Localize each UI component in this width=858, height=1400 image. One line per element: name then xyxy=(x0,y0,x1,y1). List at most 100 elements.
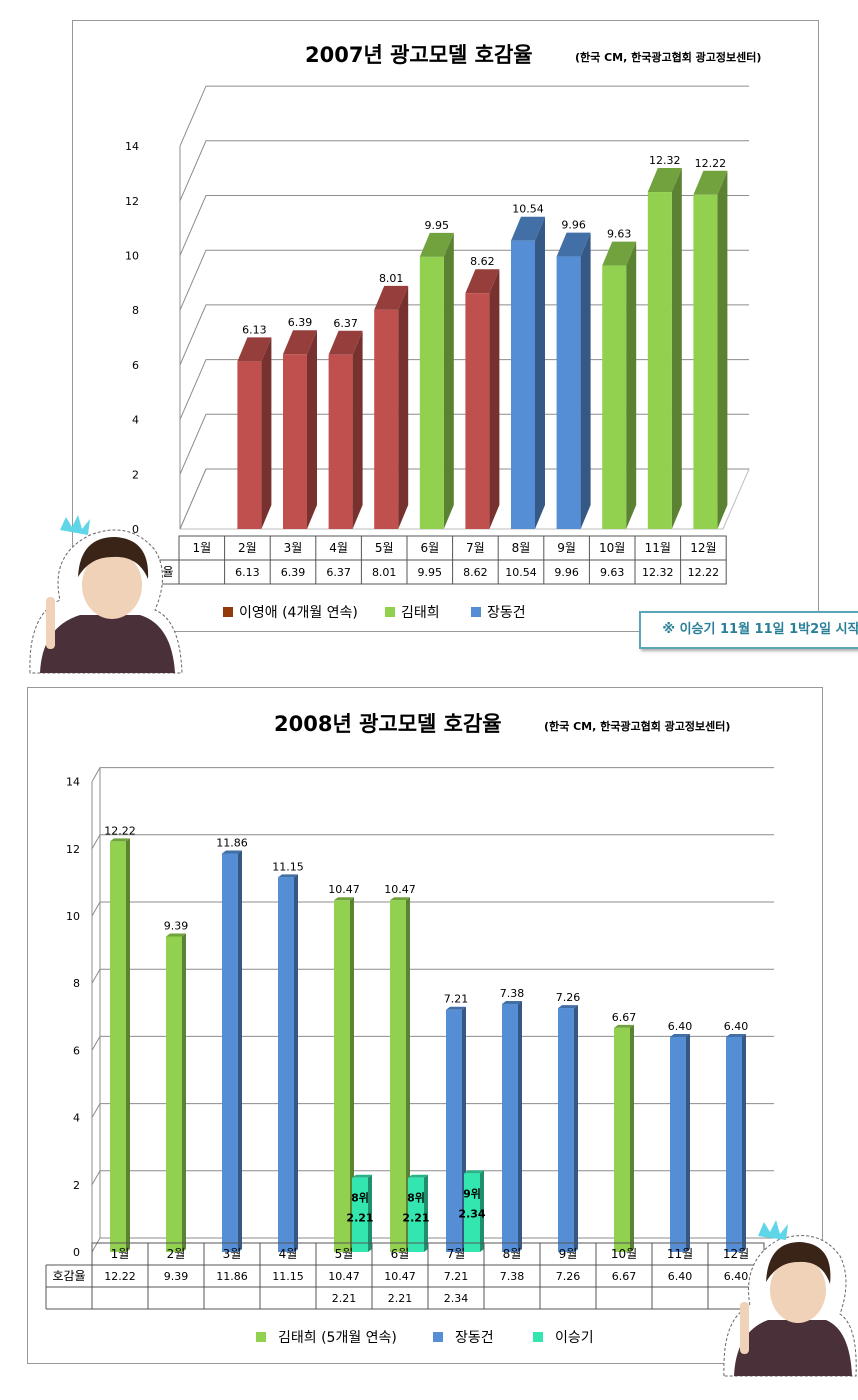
bar-front xyxy=(556,256,581,529)
chart-2008-svg: 0 2 4 6 8 10 12 14 12.22 9.39 11.86 11.15 10.47 10.47… xyxy=(45,767,774,1346)
y-tick-label: 8 xyxy=(132,304,139,317)
bar-front xyxy=(419,256,444,529)
table-value: 7.26 xyxy=(556,1270,581,1283)
gridline xyxy=(179,195,749,256)
bar xyxy=(166,933,186,1252)
data-label: 6.13 xyxy=(242,323,267,336)
rank-label: 8위 xyxy=(407,1192,425,1205)
bar-top xyxy=(446,1006,466,1010)
bar-top xyxy=(726,1033,746,1037)
bar-side xyxy=(182,933,186,1252)
data-label: 7.21 xyxy=(444,993,469,1006)
bar xyxy=(222,850,242,1252)
table-value: 10.47 xyxy=(328,1270,360,1283)
chart-2007-svg: 0 2 4 6 8 10 12 14 6.13 6.39 6.37 8.01 9.95 8.62 10.54… xyxy=(125,85,750,621)
legend-label: 장동건 xyxy=(455,1330,494,1346)
bar-top xyxy=(511,216,545,241)
legend-label: 장동건 xyxy=(487,605,526,621)
bar-front xyxy=(283,354,307,529)
data-label: 8.62 xyxy=(470,255,495,268)
legend-swatch xyxy=(223,607,233,617)
bar-side xyxy=(261,337,272,529)
legend-swatch xyxy=(256,1332,266,1342)
gridline xyxy=(91,968,774,984)
bar xyxy=(558,1005,578,1252)
bar-front xyxy=(390,900,406,1252)
bar-side xyxy=(294,874,298,1252)
bar-side xyxy=(352,330,363,529)
bar xyxy=(726,1033,746,1252)
bar xyxy=(602,241,637,529)
bar xyxy=(352,1174,372,1252)
gridline xyxy=(91,901,774,917)
x-tick-label: 12월 xyxy=(690,541,716,555)
chart-title: 2007년 광고모델 호감율 xyxy=(305,43,533,67)
table-value: 11.15 xyxy=(272,1270,304,1283)
bar-front xyxy=(502,1004,518,1252)
data-label: 10.54 xyxy=(512,203,544,216)
table-value: 9.39 xyxy=(164,1270,189,1283)
x-tick-label: 9월 xyxy=(559,1247,578,1261)
bar-side xyxy=(406,897,410,1252)
bar-top xyxy=(390,897,410,901)
table-value: 2.34 xyxy=(444,1292,469,1305)
bar-top xyxy=(502,1001,522,1005)
bar-top xyxy=(328,330,363,355)
bar xyxy=(408,1174,428,1252)
bar-front xyxy=(670,1036,686,1252)
bar-top xyxy=(670,1033,690,1037)
bar xyxy=(511,216,545,529)
bar-side xyxy=(480,1170,484,1252)
x-tick-label: 7월 xyxy=(447,1247,466,1261)
y-tick-label: 14 xyxy=(66,776,80,789)
bar-top xyxy=(374,285,409,310)
table-value: 12.22 xyxy=(688,566,720,579)
x-tick-label: 3월 xyxy=(284,541,303,555)
y-tick-label: 0 xyxy=(132,523,139,536)
table-value: 9.95 xyxy=(418,566,443,579)
data-label: 2.34 xyxy=(458,1207,485,1220)
legend-label: 이승기 xyxy=(555,1330,594,1346)
table-value: 6.37 xyxy=(326,566,351,579)
bar-side xyxy=(238,850,242,1252)
bar xyxy=(465,269,500,529)
bar-front xyxy=(222,853,238,1252)
bar-front xyxy=(726,1036,742,1252)
data-label: 9.39 xyxy=(164,919,189,932)
x-tick-label: 2월 xyxy=(167,1247,186,1261)
x-tick-label: 1월 xyxy=(192,541,211,555)
bar-top xyxy=(166,933,186,937)
x-tick-label: 6월 xyxy=(391,1247,410,1261)
table-value: 10.47 xyxy=(384,1270,416,1283)
x-tick-label: 9월 xyxy=(557,541,576,555)
bar-front xyxy=(237,361,262,529)
table-value: 7.38 xyxy=(500,1270,525,1283)
table-value: 9.63 xyxy=(600,566,625,579)
y-tick-label: 6 xyxy=(132,359,139,372)
bar-top xyxy=(408,1174,428,1178)
table-value: 7.21 xyxy=(444,1270,469,1283)
table-value: 6.40 xyxy=(724,1270,749,1283)
bar-side xyxy=(574,1005,578,1252)
bar xyxy=(464,1170,484,1252)
gridline xyxy=(179,140,749,201)
data-label: 11.15 xyxy=(272,860,304,873)
legend-label: 이영애 (4개월 연속) xyxy=(239,605,358,621)
chart-source: (한국 CM, 한국광고협회 광고정보센터) xyxy=(544,720,731,733)
x-tick-label: 2월 xyxy=(238,541,257,555)
data-label: 11.86 xyxy=(216,837,248,850)
bar xyxy=(390,897,410,1252)
bar-top xyxy=(334,897,354,901)
table-value: 9.96 xyxy=(554,566,579,579)
bar-side xyxy=(398,285,409,529)
x-tick-label: 4월 xyxy=(329,541,348,555)
bar-top xyxy=(693,170,728,195)
bar-side xyxy=(535,216,545,529)
bar xyxy=(237,337,272,529)
bar-top xyxy=(465,269,500,294)
bar-front xyxy=(614,1027,630,1252)
x-tick-label: 10월 xyxy=(599,541,625,555)
bar-top xyxy=(278,874,298,878)
bar-top xyxy=(602,241,637,266)
x-tick-label: 5월 xyxy=(375,541,394,555)
